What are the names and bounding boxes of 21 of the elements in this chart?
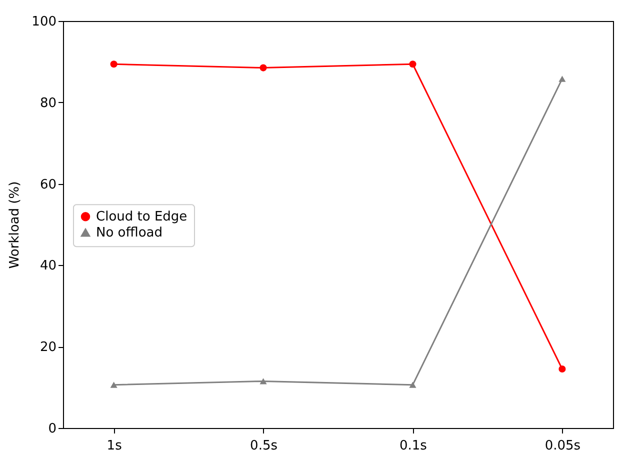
point: [558, 365, 566, 373]
y-axis-title: Workload (%): [8, 181, 23, 269]
y-tick-label: 20: [40, 340, 56, 356]
point: [409, 60, 416, 68]
y-tick-label: 0: [48, 422, 56, 436]
legend-label: Cloud to Edge: [96, 210, 188, 225]
legend-label: No offload: [96, 226, 163, 241]
y-tick-label: 40: [40, 258, 56, 274]
point: [260, 64, 267, 72]
point: [409, 382, 416, 388]
y-tick-label: 60: [40, 177, 56, 192]
point: [110, 60, 118, 68]
point: [558, 76, 566, 82]
x-tick-label: 0.5s: [250, 438, 278, 453]
point: [260, 378, 267, 384]
x-tick-label: 0.05s: [544, 438, 581, 453]
y-tick-label: 80: [40, 96, 56, 111]
y-tick-label: 100: [32, 14, 56, 30]
x-tick-label: 0.1s: [400, 438, 428, 453]
x-tick-label: 1s: [106, 438, 122, 453]
point: [110, 382, 118, 388]
